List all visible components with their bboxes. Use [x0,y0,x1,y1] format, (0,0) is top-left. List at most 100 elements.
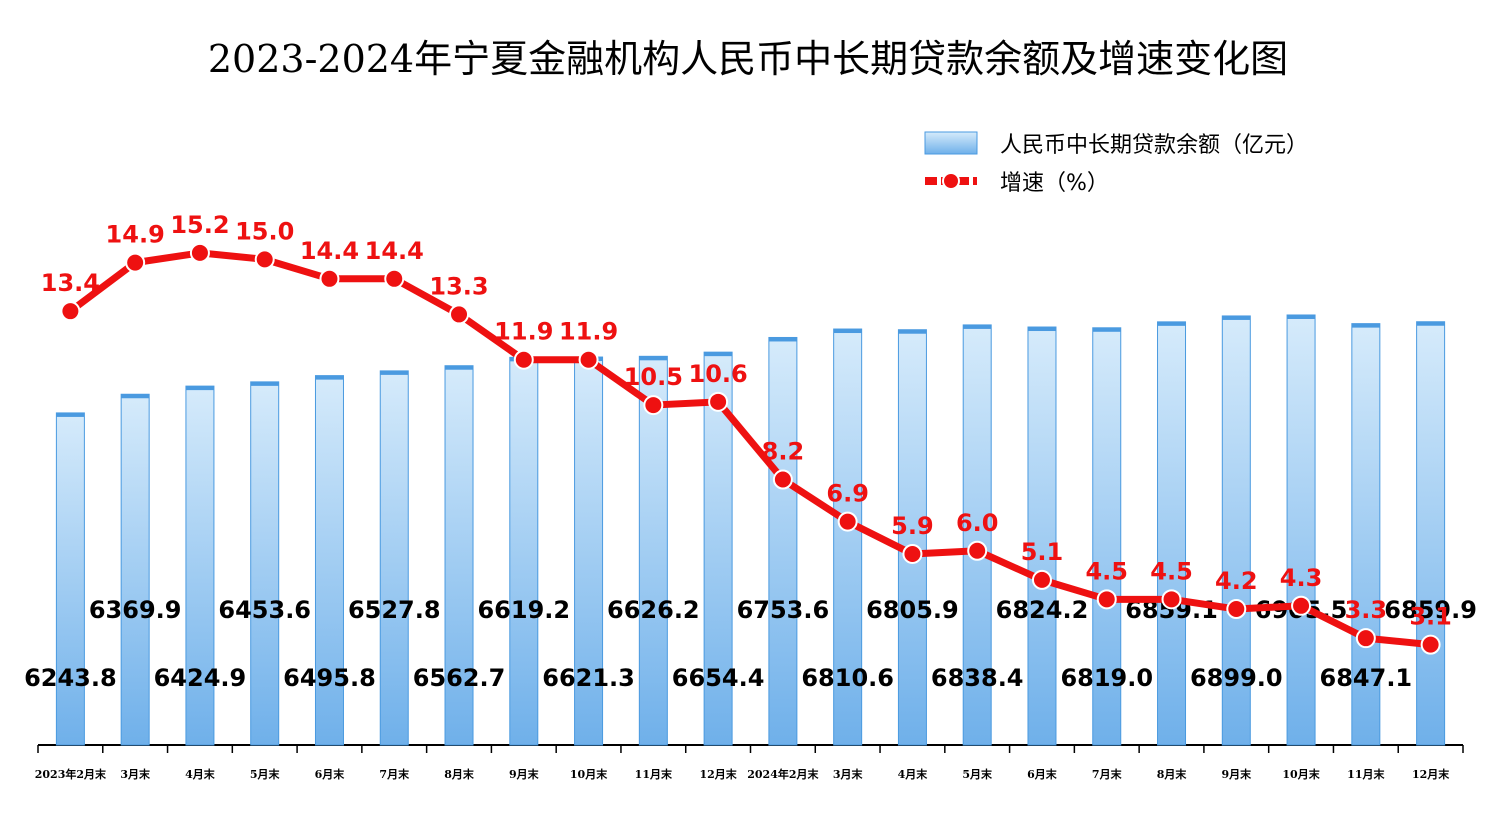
bar-cap [121,394,150,399]
line-value-label: 10.6 [689,360,748,388]
bar [1286,314,1316,746]
bar-cap [1416,321,1445,326]
bar-cap [898,329,927,334]
bar-cap [380,370,409,375]
bar-value-label: 6243.8 [24,664,117,692]
bar-value-label: 6819.0 [1060,664,1153,692]
x-tick-label: 3月末 [120,767,151,781]
x-tick-label: 9月末 [1221,767,1252,781]
bar-cap [1351,323,1380,328]
bar-cap [445,365,474,370]
bar-value-label: 6847.1 [1320,664,1413,692]
line-marker [1161,589,1182,610]
line-marker [837,511,858,532]
x-tick-label: 4月末 [898,767,929,781]
line-marker [60,301,81,322]
bar-cap [185,386,214,391]
line-value-label: 8.2 [762,438,805,466]
x-tick-label: 8月末 [444,767,475,781]
line-marker [513,349,534,370]
bar-value-label: 6621.3 [542,664,635,692]
bar-value-label: 6453.6 [218,596,311,624]
bar [1027,326,1057,746]
line-marker [189,242,210,263]
line-value-label: 3.1 [1409,603,1452,631]
line-value-label: 4.5 [1150,557,1193,585]
bar-value-label: 6838.4 [931,664,1024,692]
x-tick-label: 6月末 [315,767,346,781]
line-value-label: 14.4 [365,237,424,265]
bar [833,328,863,746]
bar-cap [704,352,733,357]
bar [250,381,280,746]
bar-cap [1092,327,1121,332]
x-tick-label: 4月末 [185,767,216,781]
line-marker [1031,569,1052,590]
chart-title: 2023-2024年宁夏金融机构人民币中长期贷款余额及增速变化图 [208,37,1288,81]
line-marker [449,304,470,325]
x-tick-label: 2024年2月末 [747,767,819,781]
bar [444,365,474,746]
bar-value-label: 6824.2 [996,596,1089,624]
bar [1221,315,1251,746]
bar-cap [56,412,85,417]
bar-value-label: 6859.9 [1384,596,1477,624]
bar [120,393,150,746]
line-marker [967,540,988,561]
x-tick-label: 10月末 [1282,767,1320,781]
bar-value-label: 6527.8 [348,596,441,624]
line-value-label: 15.0 [235,217,294,245]
x-tick-label: 2023年2月末 [35,767,107,781]
bar-cap [1287,314,1316,319]
line-value-label: 3.3 [1345,596,1388,624]
x-tick-label: 10月末 [570,767,608,781]
bar-cap [1222,315,1251,320]
bar [509,356,539,746]
bar-cap [768,337,797,342]
bar-value-label: 6810.6 [801,664,894,692]
x-tick-label: 6月末 [1027,767,1058,781]
line-marker [1420,634,1441,655]
bar [897,329,927,746]
bar [574,356,604,746]
bar [1157,321,1187,746]
bar-cap [250,381,279,386]
x-tick-label: 7月末 [1092,767,1123,781]
line-value-label: 11.9 [494,318,553,346]
bar-value-label: 6654.4 [672,664,765,692]
bar-cap [315,375,344,380]
bar [314,375,344,746]
line [68,249,1431,649]
bar [1092,327,1122,746]
line-value-label: 11.9 [559,318,618,346]
bar [1351,323,1381,746]
bar [1416,321,1446,746]
x-tick-label: 3月末 [833,767,864,781]
line-value-label: 5.9 [891,512,934,540]
bar-cap [833,329,862,334]
bar-cap [639,356,668,361]
bar-value-label: 6562.7 [413,664,506,692]
line-value-label: 5.1 [1021,538,1064,566]
line-value-label: 10.5 [624,363,683,391]
bar-value-label: 6619.2 [477,596,570,624]
line-value-label: 14.4 [300,237,359,265]
bar-cap [1157,321,1186,326]
line-marker [254,249,275,270]
bar-value-label: 6369.9 [89,596,182,624]
line-value-label: 4.5 [1085,557,1128,585]
x-tick-label: 11月末 [635,767,673,781]
bar-value-label: 6805.9 [866,596,959,624]
line-marker [384,268,405,289]
x-tick-label: 5月末 [250,767,281,781]
line-marker [643,395,664,416]
x-tick-label: 5月末 [962,767,993,781]
x-tick-label: 12月末 [1412,767,1450,781]
line-value-label: 4.3 [1280,564,1323,592]
x-tick-label: 11月末 [1347,767,1385,781]
line-marker [125,252,146,273]
bar-cap [963,324,992,329]
line-value-label: 13.4 [41,269,100,297]
legend-bar-swatch [924,131,978,155]
line-marker [1096,589,1117,610]
